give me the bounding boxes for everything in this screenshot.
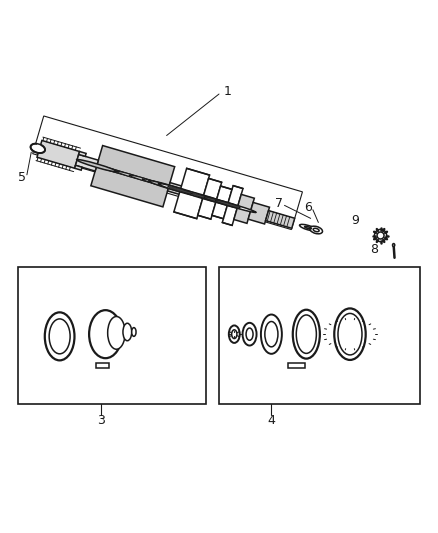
Polygon shape — [37, 141, 80, 168]
Ellipse shape — [198, 195, 235, 206]
Ellipse shape — [334, 309, 366, 360]
Ellipse shape — [204, 197, 229, 205]
Ellipse shape — [265, 321, 278, 347]
Ellipse shape — [148, 181, 189, 193]
Ellipse shape — [168, 187, 193, 194]
Ellipse shape — [377, 232, 384, 239]
Ellipse shape — [90, 164, 130, 175]
Ellipse shape — [49, 319, 70, 354]
Ellipse shape — [338, 313, 362, 355]
Ellipse shape — [296, 315, 316, 353]
Polygon shape — [223, 185, 243, 225]
Text: 9: 9 — [351, 214, 359, 227]
Ellipse shape — [243, 323, 257, 345]
Ellipse shape — [116, 171, 156, 183]
Polygon shape — [234, 195, 254, 223]
Ellipse shape — [215, 200, 240, 208]
Polygon shape — [174, 168, 209, 219]
Ellipse shape — [77, 159, 117, 172]
Ellipse shape — [123, 323, 132, 341]
Ellipse shape — [304, 227, 311, 229]
Polygon shape — [198, 179, 222, 219]
Polygon shape — [265, 211, 295, 228]
Text: 5: 5 — [18, 172, 26, 184]
Polygon shape — [248, 203, 269, 224]
Text: 6: 6 — [304, 200, 311, 214]
Ellipse shape — [108, 317, 125, 349]
Polygon shape — [74, 165, 82, 170]
Ellipse shape — [103, 167, 143, 180]
Ellipse shape — [293, 310, 320, 359]
Ellipse shape — [142, 179, 182, 191]
Ellipse shape — [310, 226, 322, 234]
Text: 7: 7 — [275, 197, 283, 209]
Ellipse shape — [229, 326, 240, 343]
Polygon shape — [168, 183, 219, 205]
Ellipse shape — [191, 193, 216, 201]
Ellipse shape — [31, 144, 45, 153]
Polygon shape — [91, 146, 175, 207]
Ellipse shape — [213, 199, 242, 208]
Ellipse shape — [45, 312, 74, 360]
Polygon shape — [33, 116, 303, 230]
Ellipse shape — [132, 328, 136, 336]
Text: 4: 4 — [268, 414, 276, 427]
Ellipse shape — [159, 183, 202, 197]
Ellipse shape — [246, 328, 253, 340]
Ellipse shape — [129, 175, 169, 187]
Ellipse shape — [300, 224, 316, 231]
Ellipse shape — [392, 244, 395, 247]
Text: 1: 1 — [224, 85, 232, 99]
Text: 3: 3 — [97, 414, 105, 427]
Ellipse shape — [219, 201, 256, 213]
Bar — [18, 266, 206, 404]
Polygon shape — [96, 364, 109, 368]
Ellipse shape — [313, 228, 319, 232]
Text: 8: 8 — [370, 243, 378, 255]
Polygon shape — [75, 155, 99, 171]
Polygon shape — [79, 151, 86, 156]
Polygon shape — [212, 186, 232, 219]
Ellipse shape — [181, 190, 225, 204]
Polygon shape — [288, 364, 305, 368]
Ellipse shape — [232, 330, 237, 338]
Ellipse shape — [89, 310, 122, 358]
Bar — [219, 266, 420, 404]
Ellipse shape — [261, 314, 282, 354]
Ellipse shape — [374, 229, 387, 241]
